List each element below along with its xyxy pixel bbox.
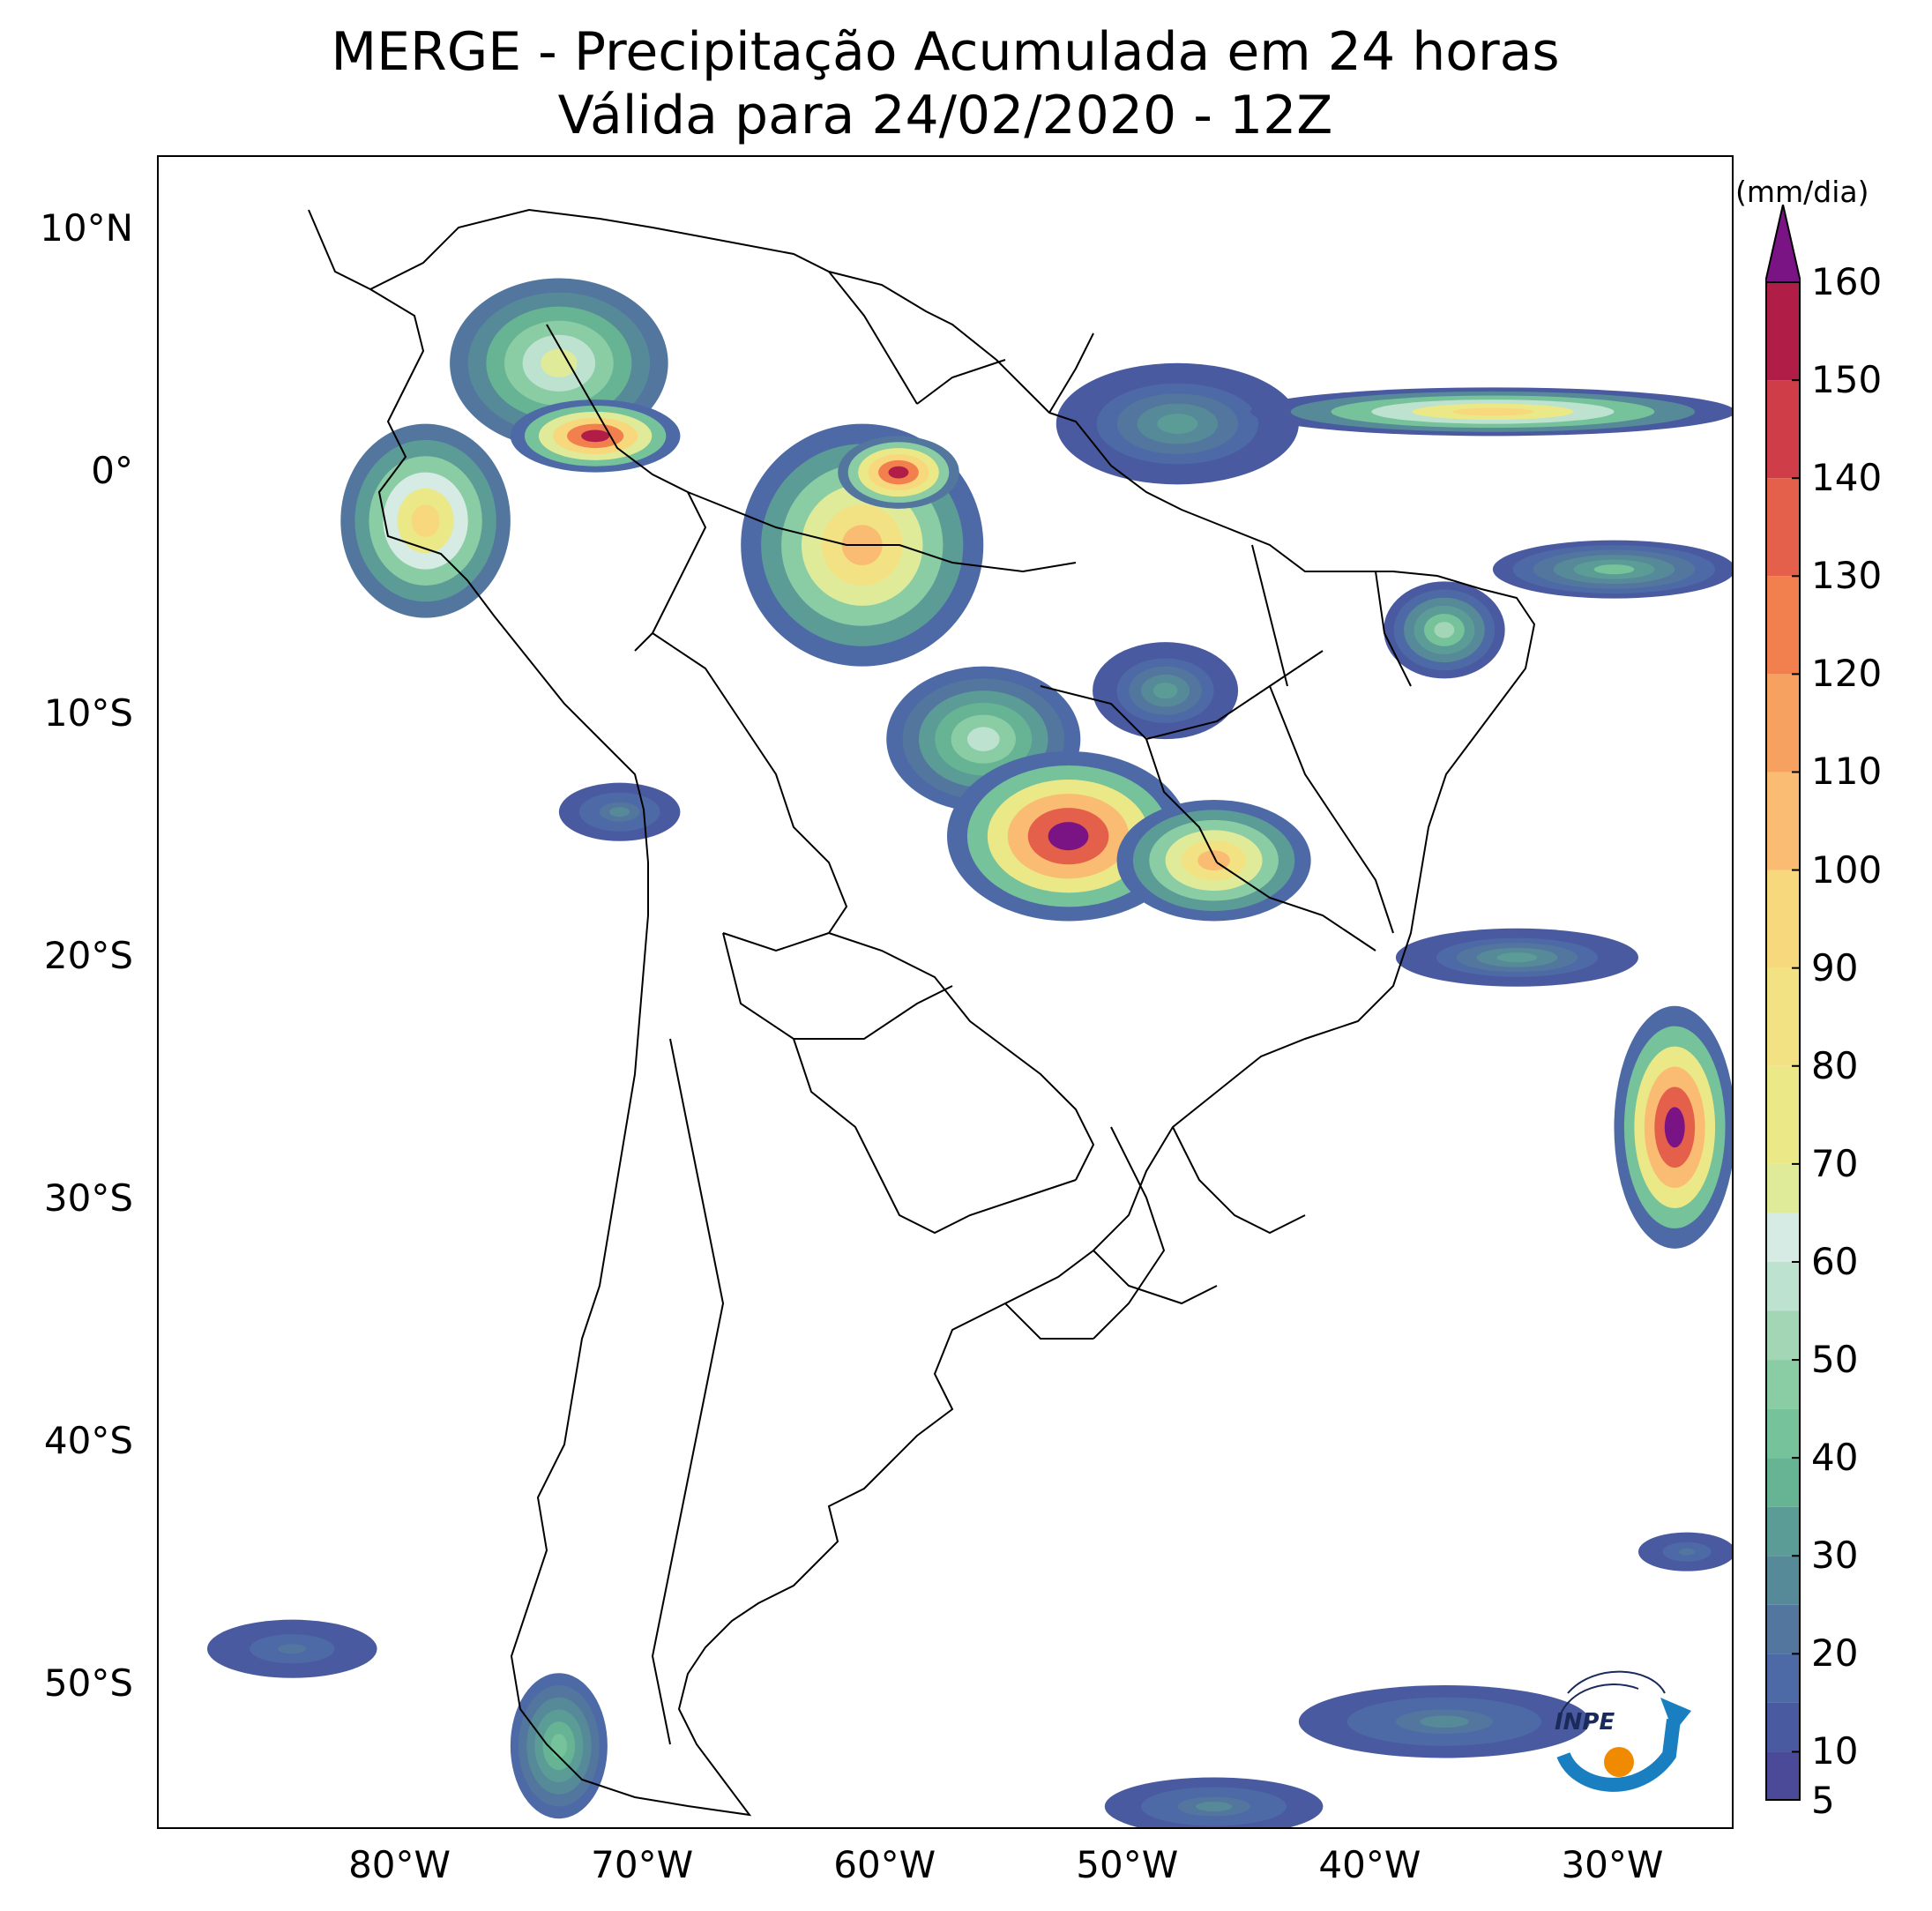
rain-cell [1664,1107,1685,1148]
rain-cell [541,348,578,377]
colorbar-segment [1765,1213,1801,1262]
rain-cell [1434,622,1455,638]
rain-cell [550,1733,568,1758]
colorbar-tick-label: 110 [1811,750,1883,794]
precipitation-layer [207,278,1732,1827]
colorbar-segment [1765,870,1801,968]
x-tick-label: 60°W [833,1843,936,1886]
colorbar-segment [1765,1506,1801,1556]
colorbar-tick-label: 160 [1811,260,1883,303]
rain-cell [1048,822,1089,851]
x-tick-label: 70°W [591,1843,694,1886]
colorbar-tick-label: 140 [1811,456,1883,500]
y-tick-label: 10°N [40,205,133,250]
country-borders [308,208,1536,1817]
rain-cell [1420,1715,1469,1728]
colorbar-segment [1765,1751,1801,1801]
colorbar-extend-arrow [1765,205,1801,283]
colorbar-unit-label: (mm/dia) [1735,175,1869,209]
rain-cell [1195,1801,1233,1811]
rain-cell [581,429,610,443]
colorbar-segment [1765,1458,1801,1507]
colorbar-tick-label: 70 [1811,1141,1859,1185]
continent-outline [308,208,1536,1817]
y-tick-label: 30°S [43,1176,133,1220]
rain-cell [411,504,440,537]
y-tick-label: 50°S [43,1661,133,1705]
colorbar-segment [1765,1604,1801,1654]
rain-cell [1157,414,1198,435]
colorbar-tick-label: 5 [1811,1779,1835,1822]
colorbar-segment [1765,478,1801,577]
colorbar-segment [1765,674,1801,773]
colorbar-segment [1765,772,1801,870]
map-canvas [207,208,1732,1827]
map-subtitle: Válida para 24/02/2020 - 12Z [557,85,1333,146]
colorbar-segment [1765,1360,1801,1409]
colorbar-segment [1765,1408,1801,1459]
rain-cell [1496,952,1538,963]
x-tick-label: 80°W [348,1843,451,1886]
rain-cell [1452,407,1533,416]
border-lines [546,271,1412,1745]
colorbar-segment [1765,967,1801,1066]
map-title: MERGE - Precipitação Acumulada em 24 hor… [331,21,1560,83]
colorbar [1765,205,1801,1801]
x-tick-label: 50°W [1076,1843,1179,1886]
rain-cell [888,466,909,479]
colorbar-tick-label: 10 [1811,1729,1859,1773]
colorbar-canvas [1765,205,1801,1801]
colorbar-segment [1765,1310,1801,1361]
colorbar-tick-label: 50 [1811,1338,1859,1382]
colorbar-tick-label: 30 [1811,1534,1859,1578]
colorbar-segment [1765,1261,1801,1311]
colorbar-segment [1765,1163,1801,1213]
x-tick-label: 40°W [1318,1843,1421,1886]
colorbar-segment [1765,1065,1801,1164]
colorbar-tick-label: 100 [1811,847,1883,892]
rain-cell [1593,564,1635,575]
rain-cell [966,727,1000,751]
colorbar-segment [1765,1702,1801,1752]
inpe-logo-icon [1556,1670,1691,1792]
colorbar-tick-label: 130 [1811,554,1883,598]
colorbar-segment [1765,1653,1801,1703]
colorbar-tick-label: 120 [1811,652,1883,696]
rain-cell [1152,682,1178,699]
rain-cell [609,807,630,817]
y-tick-label: 0° [91,448,133,492]
colorbar-tick-label: 60 [1811,1239,1859,1283]
colorbar-segment [1765,282,1801,381]
rain-cell [278,1644,307,1654]
colorbar-segment [1765,380,1801,479]
colorbar-tick-label: 20 [1811,1631,1859,1676]
rain-cell [1678,1548,1696,1556]
colorbar-frame [1765,281,1801,1801]
y-tick-label: 40°S [43,1418,133,1462]
colorbar-segment [1765,1556,1801,1605]
map-panel [157,155,1734,1829]
colorbar-segment [1765,576,1801,675]
colorbar-tick-label: 40 [1811,1436,1859,1480]
colorbar-tick-label: 80 [1811,1043,1859,1087]
y-tick-label: 10°S [43,690,133,735]
colorbar-tick-label: 90 [1811,945,1859,989]
colorbar-tick-label: 150 [1811,358,1883,402]
x-tick-label: 30°W [1561,1843,1664,1886]
y-tick-label: 20°S [43,933,133,977]
